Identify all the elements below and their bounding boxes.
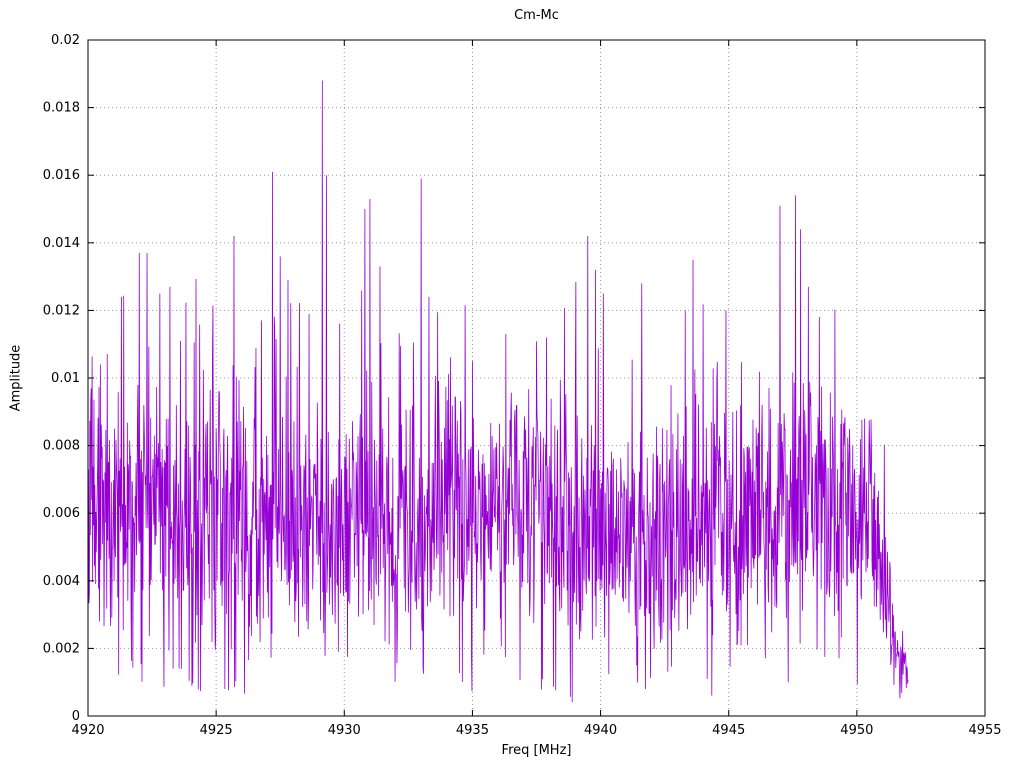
x-tick-label: 4940 <box>584 723 617 738</box>
signal-trace <box>87 80 909 703</box>
x-tick-label: 4935 <box>456 723 489 738</box>
x-tick-label: 4955 <box>968 723 1001 738</box>
y-tick-label: 0.006 <box>43 506 80 521</box>
y-tick-label: 0.008 <box>43 439 80 454</box>
y-axis-label: Amplitude <box>8 344 24 412</box>
y-tick-label: 0.012 <box>43 303 80 318</box>
y-tick-label: 0.004 <box>43 574 80 589</box>
x-tick-label: 4930 <box>328 723 361 738</box>
y-tick-label: 0.002 <box>43 641 80 656</box>
y-tick-label: 0.018 <box>43 101 80 116</box>
x-axis-label: Freq [MHz] <box>501 743 572 758</box>
x-tick-label: 4925 <box>200 723 233 738</box>
x-tick-label: 4920 <box>71 723 104 738</box>
y-tick-label: 0.014 <box>43 236 80 251</box>
y-tick-label: 0.01 <box>51 371 80 386</box>
y-tick-label: 0.016 <box>43 168 80 183</box>
y-tick-label: 0 <box>72 709 80 724</box>
y-tick-label: 0.02 <box>51 33 80 48</box>
chart-title: Cm-Mc <box>514 8 559 23</box>
x-tick-label: 4945 <box>712 723 745 738</box>
x-tick-label: 4950 <box>840 723 873 738</box>
